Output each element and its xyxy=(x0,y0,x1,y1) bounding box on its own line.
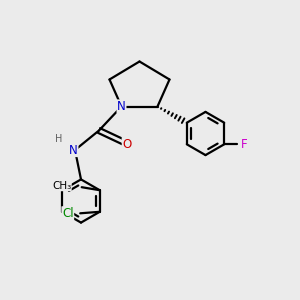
Text: N: N xyxy=(117,100,126,113)
Text: O: O xyxy=(122,137,131,151)
Text: Cl: Cl xyxy=(62,207,74,220)
Text: CH₃: CH₃ xyxy=(52,181,71,191)
Text: N: N xyxy=(69,143,78,157)
Text: H: H xyxy=(55,134,62,145)
Text: F: F xyxy=(241,138,248,151)
